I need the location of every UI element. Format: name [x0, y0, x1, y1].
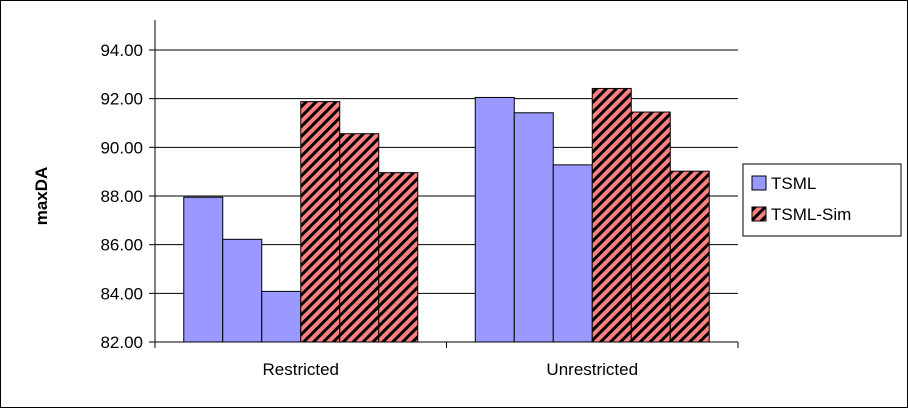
bar-tsml-sim	[669, 170, 710, 343]
x-category-label: Unrestricted	[546, 360, 638, 379]
bar-tsml-sim	[591, 87, 632, 343]
y-tick-label: 84.00	[100, 284, 143, 303]
legend-label-tsml: TSML	[771, 174, 816, 193]
legend-swatch-tsml	[751, 175, 767, 191]
axes: 82.00 84.00 86.00 88.00 90.00 92.00 94.00 maxDA…	[32, 20, 739, 379]
bars	[183, 87, 710, 343]
legend-box	[742, 163, 902, 237]
y-tick-label: 88.00	[100, 187, 143, 206]
bar-tsml-sim	[630, 111, 671, 343]
y-tick-label: 92.00	[100, 90, 143, 109]
bar-tsml-sim	[300, 101, 341, 343]
bar-tsml	[552, 164, 593, 343]
legend: TSML TSML-Sim	[742, 163, 902, 237]
y-tick-label: 82.00	[100, 333, 143, 352]
x-category-label: Restricted	[262, 360, 339, 379]
bar-tsml	[474, 96, 515, 343]
y-axis-title: maxDA	[32, 167, 51, 226]
bar-tsml	[261, 290, 302, 343]
bar-tsml	[183, 196, 224, 343]
bar-tsml-sim	[378, 172, 419, 343]
bar-tsml-sim	[339, 133, 380, 343]
y-tick-label: 94.00	[100, 41, 143, 60]
bar-tsml	[222, 238, 263, 343]
legend-label-tsml-sim: TSML-Sim	[771, 205, 851, 224]
y-tick-label: 90.00	[100, 138, 143, 157]
legend-swatch-tsml-sim	[751, 206, 767, 222]
y-tick-label: 86.00	[100, 236, 143, 255]
bar-tsml	[513, 112, 554, 343]
